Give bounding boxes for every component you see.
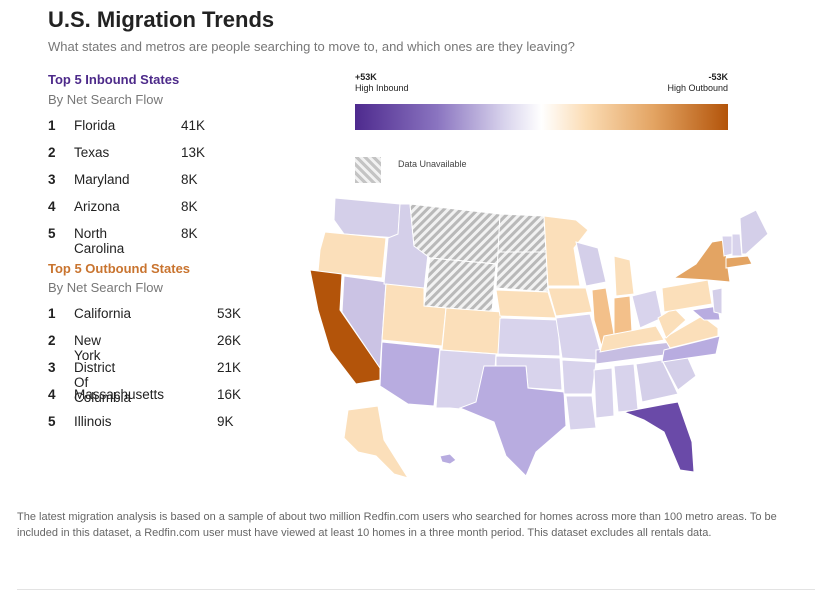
state-name: Texas [74,145,110,160]
outbound-section-subtitle: By Net Search Flow [48,280,163,295]
flow-value: 21K [217,360,242,375]
state-vermont[interactable] [721,235,733,257]
rank-number: 4 [48,199,56,214]
flow-value: 8K [181,199,198,214]
state-texas[interactable] [458,365,567,477]
state-south-dakota[interactable] [495,251,549,293]
legend-high-inbound-value: +53K [355,72,377,82]
state-kansas[interactable] [497,317,561,357]
state-arkansas[interactable] [561,359,597,395]
state-massachusetts[interactable] [725,255,753,269]
state-name: District Of Columbia [74,360,132,405]
state-florida[interactable] [622,401,695,473]
state-louisiana[interactable] [565,395,597,431]
state-nevada[interactable] [341,275,387,370]
state-name: Massachusetts [74,387,165,402]
state-georgia[interactable] [635,359,679,403]
state-oregon[interactable] [317,231,387,279]
legend-high-outbound-value: -53K [708,72,728,82]
legend-high-inbound-label: High Inbound [355,83,409,93]
rank-number: 2 [48,333,56,348]
state-wyoming[interactable] [423,257,497,313]
data-unavailable-swatch [355,157,381,183]
state-name: Florida [74,118,116,133]
state-missouri[interactable] [555,313,601,361]
state-wisconsin[interactable] [575,241,607,287]
state-name: Illinois [74,414,112,429]
state-ohio[interactable] [631,289,663,329]
state-name: Arizona [74,199,120,214]
flow-value: 26K [217,333,242,348]
rank-number: 3 [48,360,56,375]
state-name: North Carolina [74,226,125,256]
state-alabama[interactable] [613,363,639,413]
state-hawaii[interactable] [439,453,457,465]
state-arizona[interactable] [379,341,441,407]
state-new-jersey[interactable] [711,287,723,315]
state-washington[interactable] [333,197,401,239]
state-name: California [74,306,132,321]
us-choropleth-map [309,197,769,479]
flow-value: 16K [217,387,242,402]
legend-color-scale [355,104,728,130]
footnote: The latest migration analysis is based o… [17,511,777,539]
outbound-section-title: Top 5 Outbound States [48,261,191,276]
state-virginia[interactable] [663,315,719,349]
state-new-york[interactable] [672,239,731,283]
divider [17,589,815,590]
legend-high-outbound: -53K High Outbound [600,72,728,94]
state-iowa[interactable] [547,287,593,317]
rank-number: 5 [48,226,56,241]
state-minnesota[interactable] [543,215,589,287]
state-new-hampshire[interactable] [731,233,743,257]
flow-value: 8K [181,172,198,187]
rank-number: 1 [48,118,56,133]
inbound-section-title: Top 5 Inbound States [48,72,180,87]
legend-high-outbound-label: High Outbound [667,83,728,93]
rank-number: 2 [48,145,56,160]
rank-number: 5 [48,414,56,429]
state-colorado[interactable] [441,307,503,355]
flow-value: 9K [217,414,234,429]
state-name: Maryland [74,172,130,187]
state-alaska[interactable] [343,405,410,479]
state-mississippi[interactable] [593,367,615,419]
state-name: New York [74,333,102,363]
state-nebraska[interactable] [495,289,557,319]
flow-value: 13K [181,145,206,160]
state-pennsylvania[interactable] [661,279,713,313]
rank-number: 1 [48,306,56,321]
page-title: U.S. Migration Trends [48,7,275,32]
state-maryland[interactable] [690,305,721,321]
state-indiana[interactable] [613,295,633,337]
state-michigan[interactable] [613,255,635,297]
state-maine[interactable] [739,209,769,255]
legend-high-inbound: +53K High Inbound [355,72,409,94]
rank-number: 4 [48,387,56,402]
state-kentucky[interactable] [599,325,665,353]
inbound-section-subtitle: By Net Search Flow [48,92,163,107]
flow-value: 8K [181,226,198,241]
flow-value: 41K [181,118,206,133]
page-subtitle: What states and metros are people search… [48,39,575,54]
state-north-dakota[interactable] [497,213,547,253]
data-unavailable-label: Data Unavailable [398,159,467,169]
rank-number: 3 [48,172,56,187]
flow-value: 53K [217,306,242,321]
